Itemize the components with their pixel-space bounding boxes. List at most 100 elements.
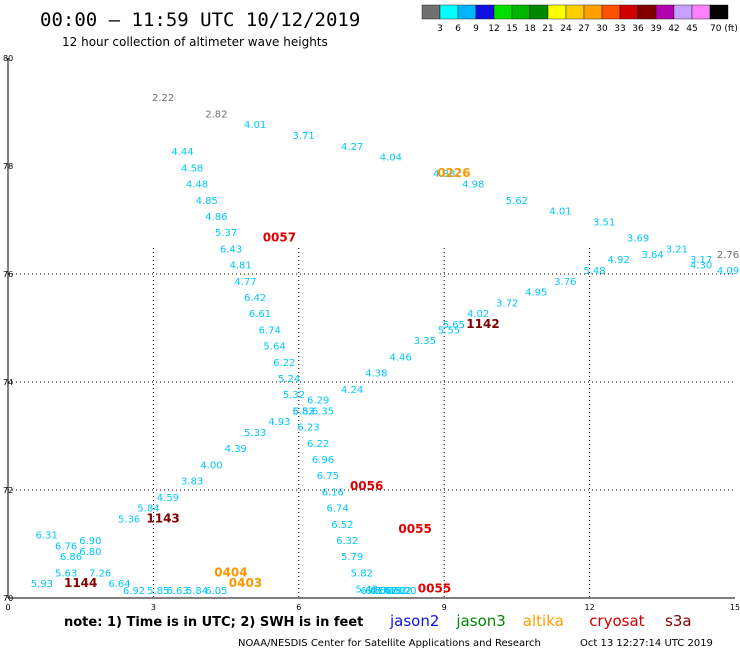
wave-height-label: 6.16 bbox=[322, 487, 344, 498]
wave-height-label: 6.32 bbox=[336, 536, 358, 547]
wave-height-label: 5.82 bbox=[389, 586, 411, 597]
y-tick-label: 76 bbox=[3, 270, 13, 279]
pass-time-label: 0404 bbox=[214, 565, 247, 579]
x-tick-label: 9 bbox=[442, 603, 447, 612]
credit-line: NOAA/NESDIS Center for Satellite Applica… bbox=[238, 638, 541, 649]
wave-height-label: 2.76 bbox=[717, 250, 739, 261]
wave-height-label: 6.96 bbox=[312, 455, 334, 466]
wave-height-label: 3.35 bbox=[414, 336, 436, 347]
wave-height-label: 4.95 bbox=[525, 288, 547, 299]
wave-height-label: 4.00 bbox=[200, 460, 222, 471]
wave-height-label: 5.43 bbox=[356, 585, 378, 596]
x-tick-label: 3 bbox=[151, 603, 156, 612]
colorbar-swatch bbox=[673, 4, 693, 20]
wave-height-label: 5.24 bbox=[278, 374, 300, 385]
colorbar-label: 42 bbox=[668, 24, 679, 34]
wave-height-label: 4.04 bbox=[380, 153, 402, 164]
wave-height-label: 5.63 bbox=[55, 568, 77, 579]
wave-height-label: 5.37 bbox=[215, 228, 237, 239]
wave-height-label: 6.27 bbox=[365, 586, 387, 597]
wave-height-label: 5.55 bbox=[438, 325, 460, 336]
wave-height-label: 6.90 bbox=[79, 536, 101, 547]
wave-height-label: 4.01 bbox=[244, 120, 266, 131]
wave-height-label: 4.44 bbox=[171, 147, 193, 158]
wave-height-label: 6.52 bbox=[331, 520, 353, 531]
colorbar-swatch bbox=[457, 4, 477, 20]
colorbar-label: 9 bbox=[473, 24, 479, 34]
colorbar-swatch bbox=[637, 4, 657, 20]
colorbar-label: 33 bbox=[614, 24, 625, 34]
wave-height-label: 6.43 bbox=[360, 586, 382, 597]
colorbar-swatch bbox=[439, 4, 459, 20]
wave-height-label: 4.92 bbox=[608, 255, 630, 266]
colorbar-swatch bbox=[421, 4, 441, 20]
y-tick-label: 74 bbox=[3, 378, 13, 387]
wave-height-label: 3.69 bbox=[627, 234, 649, 245]
x-tick-label: 6 bbox=[296, 603, 301, 612]
y-tick-label: 80 bbox=[3, 54, 13, 63]
axes: 0 3 6 9 12 15 70 72 74 76 78 80 bbox=[3, 54, 740, 612]
colorbar-swatch bbox=[511, 4, 531, 20]
legend-cryosat: cryosat bbox=[589, 612, 644, 630]
wave-height-label: 5.36 bbox=[118, 514, 140, 525]
colorbar-label: 15 bbox=[506, 24, 517, 34]
wave-height-label: 2.22 bbox=[152, 93, 174, 104]
wave-height-label: 6.76 bbox=[55, 541, 77, 552]
wave-height-label: 6.29 bbox=[307, 396, 329, 407]
wave-height-label: 3.71 bbox=[293, 131, 315, 142]
x-tick-label: 12 bbox=[585, 603, 595, 612]
colorbar-label: 21 bbox=[542, 24, 553, 34]
wave-height-label: 6.74 bbox=[326, 504, 348, 515]
colorbar: 3 6 9 12 15 18 21 24 27 30 33 36 39 42 45 70 (ft) bbox=[421, 4, 738, 34]
wave-height-label: 6.92 bbox=[123, 586, 145, 597]
wave-height-label: 4.58 bbox=[181, 163, 203, 174]
wave-height-label: 4.09 bbox=[717, 266, 739, 277]
footnote: note: 1) Time is in UTC; 2) SWH is in fe… bbox=[64, 615, 363, 630]
wave-height-label: 5.84 bbox=[186, 586, 208, 597]
pass-time-label: 1144 bbox=[64, 576, 97, 590]
x-tick-label: 15 bbox=[730, 603, 740, 612]
wave-height-label: 5.64 bbox=[263, 342, 285, 353]
wave-height-label: 5.82 bbox=[351, 568, 373, 579]
satellite-legend: jason2 jason3 altika cryosat s3a bbox=[389, 612, 692, 630]
wave-height-label: 5.32 bbox=[283, 390, 305, 401]
y-tick-label: 72 bbox=[3, 486, 13, 495]
colorbar-label: 45 bbox=[686, 24, 697, 34]
wave-height-label: 5.65 bbox=[443, 320, 465, 331]
pass-time-label: 1143 bbox=[146, 511, 179, 525]
wave-height-label: 5.33 bbox=[244, 428, 266, 439]
colorbar-swatch bbox=[493, 4, 513, 20]
wave-height-label: 5.18 bbox=[380, 586, 402, 597]
wave-height-label: 7.26 bbox=[89, 568, 111, 579]
legend-jason3: jason3 bbox=[455, 612, 505, 630]
wave-height-label: 4.77 bbox=[234, 277, 256, 288]
wave-height-label: 3.17 bbox=[690, 255, 712, 266]
wave-height-label: 4.27 bbox=[341, 142, 363, 153]
wave-height-label: 6.35 bbox=[312, 406, 334, 417]
wave-height-label: 4.98 bbox=[462, 180, 484, 191]
wave-height-label: 5.85 bbox=[147, 586, 169, 597]
pass-time-label: 1142 bbox=[466, 317, 499, 331]
wave-height-label: 5.20 bbox=[394, 586, 416, 597]
legend-s3a: s3a bbox=[665, 612, 692, 630]
wave-height-label: 4.02 bbox=[467, 309, 489, 320]
wave-height-label: 4.30 bbox=[690, 261, 712, 272]
colorbar-swatch bbox=[547, 4, 567, 20]
colorbar-label: 70 (ft) bbox=[710, 24, 738, 34]
wave-height-label: 6.22 bbox=[273, 358, 295, 369]
colorbar-label: 30 bbox=[596, 24, 608, 34]
wave-height-label: 6.75 bbox=[317, 471, 339, 482]
wave-height-label: 6.64 bbox=[108, 579, 130, 590]
wave-height-label: 2.82 bbox=[205, 109, 227, 120]
wave-height-label: 6.53 bbox=[293, 406, 315, 417]
wave-height-label: 6.74 bbox=[259, 325, 281, 336]
y-tick-label: 78 bbox=[3, 162, 13, 171]
colorbar-swatch bbox=[691, 4, 711, 20]
wave-height-label: 4.59 bbox=[157, 493, 179, 504]
wave-height-label: 3.83 bbox=[181, 477, 203, 488]
wave-height-label: 4.48 bbox=[186, 180, 208, 191]
wave-height-label: 5.47 bbox=[375, 586, 397, 597]
pass-time-label: 0226 bbox=[437, 166, 470, 180]
